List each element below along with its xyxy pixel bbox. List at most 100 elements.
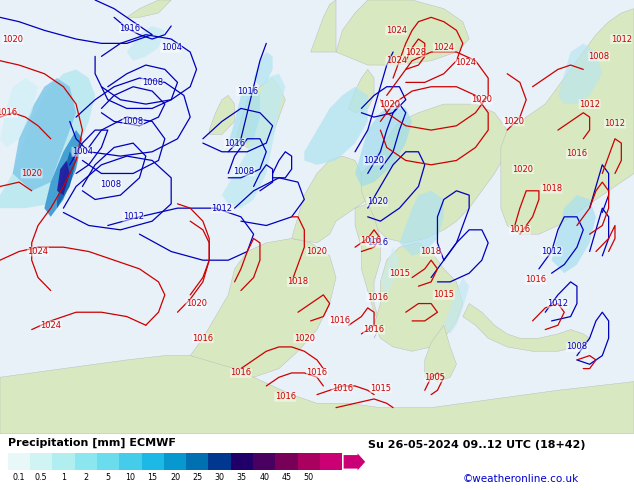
Polygon shape	[57, 152, 76, 208]
Text: 20: 20	[170, 472, 180, 482]
Bar	[186, 453, 209, 470]
Text: 1024: 1024	[40, 321, 61, 330]
Bar	[253, 453, 275, 470]
Text: 1016: 1016	[224, 139, 245, 147]
Bar	[119, 453, 141, 470]
Text: 1020: 1020	[512, 165, 534, 173]
Polygon shape	[292, 156, 374, 243]
Text: 1012: 1012	[541, 247, 562, 256]
Bar	[320, 453, 342, 470]
Text: 1020: 1020	[21, 169, 42, 178]
Text: 1016: 1016	[275, 392, 296, 401]
Text: 40: 40	[259, 472, 269, 482]
Bar	[275, 453, 298, 470]
Polygon shape	[190, 239, 336, 377]
Bar	[97, 453, 119, 470]
Text: 1018: 1018	[287, 277, 309, 286]
Text: 0.5: 0.5	[35, 472, 48, 482]
Text: 0.1: 0.1	[13, 472, 25, 482]
Text: 1012: 1012	[611, 34, 632, 44]
Polygon shape	[355, 104, 412, 187]
Text: 1020: 1020	[2, 34, 23, 44]
Text: 1008: 1008	[141, 78, 163, 87]
Text: 1016: 1016	[230, 368, 252, 377]
Text: 45: 45	[281, 472, 292, 482]
Text: 1016: 1016	[306, 368, 328, 377]
Text: 1016: 1016	[192, 334, 214, 343]
Text: Precipitation [mm] ECMWF: Precipitation [mm] ECMWF	[8, 438, 176, 448]
Polygon shape	[374, 243, 463, 351]
Text: 1018: 1018	[541, 184, 562, 193]
Polygon shape	[209, 96, 235, 134]
Text: 1016: 1016	[566, 149, 588, 158]
Text: 1004: 1004	[72, 147, 93, 156]
Text: 1024: 1024	[385, 26, 407, 35]
Text: 1012: 1012	[122, 212, 144, 221]
Polygon shape	[228, 87, 260, 147]
Bar	[52, 453, 75, 470]
Text: 1020: 1020	[503, 117, 524, 126]
Polygon shape	[13, 78, 76, 191]
Text: 15: 15	[148, 472, 158, 482]
Text: 1012: 1012	[547, 299, 569, 308]
Polygon shape	[501, 9, 634, 234]
Polygon shape	[57, 160, 70, 195]
Text: 1024: 1024	[433, 43, 455, 52]
Text: 1020: 1020	[294, 334, 315, 343]
Polygon shape	[349, 70, 374, 113]
Polygon shape	[444, 277, 469, 334]
Text: 1008: 1008	[588, 52, 610, 61]
Text: 1008: 1008	[122, 117, 144, 126]
Text: 1020: 1020	[186, 299, 207, 308]
Bar	[231, 453, 253, 470]
Polygon shape	[127, 0, 171, 17]
Text: 1020: 1020	[363, 156, 385, 165]
Bar	[298, 453, 320, 470]
Text: 1016: 1016	[366, 293, 388, 301]
Text: 1016: 1016	[363, 325, 385, 334]
Text: 1016: 1016	[119, 24, 141, 33]
Text: 1015: 1015	[389, 269, 410, 278]
Bar	[8, 453, 30, 470]
Text: 1012: 1012	[579, 99, 600, 109]
Bar	[30, 453, 52, 470]
Text: 1020: 1020	[471, 95, 493, 104]
Text: 1008: 1008	[100, 180, 122, 189]
Polygon shape	[311, 0, 336, 52]
Text: 1012: 1012	[604, 119, 626, 128]
Bar	[141, 453, 164, 470]
Polygon shape	[0, 70, 95, 208]
Bar	[164, 453, 186, 470]
Polygon shape	[44, 130, 82, 217]
Text: 10: 10	[126, 472, 135, 482]
Text: 1018: 1018	[420, 247, 442, 256]
Text: 2: 2	[83, 472, 88, 482]
Text: 1020: 1020	[306, 247, 328, 256]
Text: 1016: 1016	[332, 384, 353, 392]
Text: 1015: 1015	[433, 291, 455, 299]
Text: 1024: 1024	[27, 247, 49, 256]
Polygon shape	[222, 74, 285, 208]
Text: 1004: 1004	[160, 43, 182, 52]
Text: 1016: 1016	[0, 108, 17, 117]
Text: 1028: 1028	[404, 48, 426, 56]
Text: 50: 50	[304, 472, 314, 482]
Polygon shape	[399, 191, 444, 256]
Text: ©weatheronline.co.uk: ©weatheronline.co.uk	[463, 474, 579, 484]
Text: 1016: 1016	[236, 87, 258, 96]
Text: 1016: 1016	[360, 236, 382, 245]
Text: 1016: 1016	[328, 317, 350, 325]
Polygon shape	[336, 0, 469, 65]
Text: 1024: 1024	[385, 56, 407, 65]
Polygon shape	[127, 26, 165, 61]
Text: 1016: 1016	[525, 275, 547, 284]
Text: 1015: 1015	[370, 384, 391, 392]
Polygon shape	[254, 52, 273, 87]
Polygon shape	[558, 44, 602, 104]
Text: 30: 30	[215, 472, 224, 482]
Text: 1020: 1020	[379, 99, 401, 109]
Polygon shape	[552, 195, 596, 273]
Text: 1020: 1020	[366, 197, 388, 206]
Polygon shape	[355, 204, 380, 338]
Text: 35: 35	[237, 472, 247, 482]
